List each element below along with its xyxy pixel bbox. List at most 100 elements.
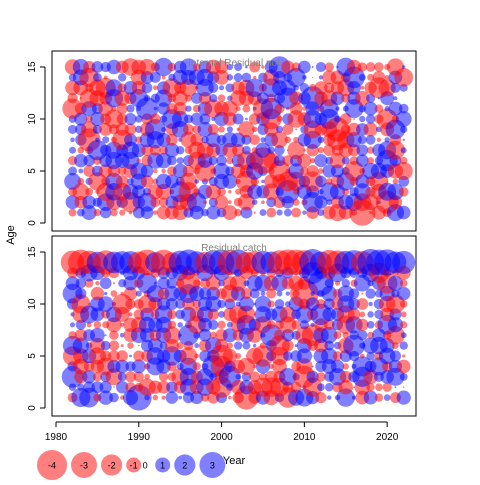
residual-bubble	[99, 277, 112, 290]
residual-bubble	[93, 321, 102, 329]
residual-bubble	[65, 276, 80, 291]
residual-bubble	[402, 354, 406, 358]
residual-bubble	[154, 305, 173, 324]
residual-bubble	[110, 290, 118, 297]
residual-bubble	[175, 145, 185, 155]
residual-bubble	[359, 311, 366, 318]
residual-bubble	[143, 94, 151, 102]
residual-bubble	[219, 85, 225, 91]
residual-bubble	[235, 352, 242, 360]
residual-bubble	[226, 156, 234, 165]
residual-bubble	[86, 322, 92, 328]
residual-bubble	[178, 395, 183, 400]
x-tick-label: 1990	[128, 432, 151, 443]
residual-bubble	[102, 136, 110, 144]
residual-bubble	[192, 63, 201, 71]
residual-bubble	[333, 331, 342, 340]
residual-bubble	[295, 128, 298, 131]
residual-bubble	[253, 75, 257, 79]
residual-bubble	[199, 113, 211, 125]
residual-bubble	[157, 277, 170, 290]
residual-bubble	[226, 74, 234, 81]
residual-bubble	[105, 368, 123, 386]
residual-bubble	[324, 340, 335, 351]
residual-bubble	[399, 279, 408, 288]
residual-bubble	[152, 85, 158, 91]
residual-bubble	[393, 96, 398, 101]
residual-bubble	[79, 387, 100, 408]
residual-bubble	[288, 163, 304, 179]
residual-bubble	[245, 65, 248, 69]
residual-bubble	[356, 154, 369, 167]
residual-bubble	[367, 331, 375, 339]
residual-bubble	[230, 132, 246, 147]
residual-bubble	[226, 126, 233, 133]
panel-2: Residual catch 0 5 10 15 1980 1990 2000 2010 2020	[27, 235, 417, 443]
residual-bubble	[208, 319, 219, 330]
y-tick-label: 0	[27, 405, 38, 411]
residual-bubble	[316, 372, 326, 382]
residual-bubble	[400, 321, 408, 329]
residual-bubble	[176, 157, 184, 165]
residual-bubble	[175, 299, 186, 309]
residual-bubble	[291, 320, 301, 330]
residual-bubble	[400, 311, 407, 318]
residual-bubble	[367, 73, 375, 81]
residual-bubble	[283, 351, 293, 361]
residual-bubble	[399, 341, 408, 350]
y-axis: 0 5 10 15	[27, 61, 46, 226]
panel-1: Internal Residual pot 0 5 10 15	[27, 50, 417, 232]
residual-bubble	[394, 68, 414, 87]
residual-bubble	[166, 277, 178, 289]
x-tick-label: 2020	[376, 432, 399, 443]
residual-bubble	[205, 184, 222, 200]
residual-bubble	[323, 298, 335, 310]
residual-bubble	[205, 275, 221, 291]
residual-bubble	[251, 199, 258, 205]
residual-bubble	[276, 209, 283, 216]
residual-bubble	[341, 279, 350, 288]
residual-bubble	[366, 320, 375, 329]
residual-bubble	[133, 371, 144, 382]
residual-bubble	[346, 132, 362, 148]
residual-bubble	[341, 156, 350, 165]
residual-bubble	[83, 165, 95, 177]
residual-bubble	[217, 299, 226, 309]
residual-bubble	[303, 148, 306, 152]
residual-bubble	[112, 282, 116, 285]
residual-bubble	[298, 60, 311, 74]
residual-bubble	[117, 372, 127, 382]
residual-bubble	[273, 329, 286, 341]
residual-bubble	[115, 359, 130, 374]
residual-bubble	[317, 209, 325, 217]
residual-bubble	[110, 208, 118, 217]
residual-bubble	[375, 383, 383, 391]
residual-bubble	[325, 178, 333, 185]
residual-bubble	[326, 395, 332, 400]
residual-bubble	[67, 124, 78, 134]
residual-bubble	[146, 284, 164, 303]
residual-bubble	[253, 211, 256, 214]
residual-bubble	[222, 328, 237, 343]
residual-bubble	[306, 164, 319, 178]
residual-bubble	[138, 344, 140, 347]
residual-bubble	[356, 318, 369, 331]
x-tick-label: 2010	[293, 432, 316, 443]
residual-bubble	[356, 298, 369, 310]
residual-bubble	[386, 367, 405, 386]
residual-bubble	[262, 183, 280, 201]
residual-bubble	[153, 281, 157, 285]
residual-bubble	[384, 75, 390, 80]
residual-bubble	[293, 136, 299, 143]
residual-bubble	[254, 295, 272, 313]
residual-bubble	[259, 372, 267, 381]
residual-bubble	[318, 168, 324, 174]
residual-bubble	[387, 275, 404, 291]
residual-bubble	[321, 285, 337, 302]
residual-bubble	[397, 286, 411, 301]
residual-bubble	[249, 371, 260, 383]
residual-bubble	[367, 157, 375, 165]
residual-bubble	[138, 58, 156, 76]
residual-bubble	[300, 166, 309, 176]
